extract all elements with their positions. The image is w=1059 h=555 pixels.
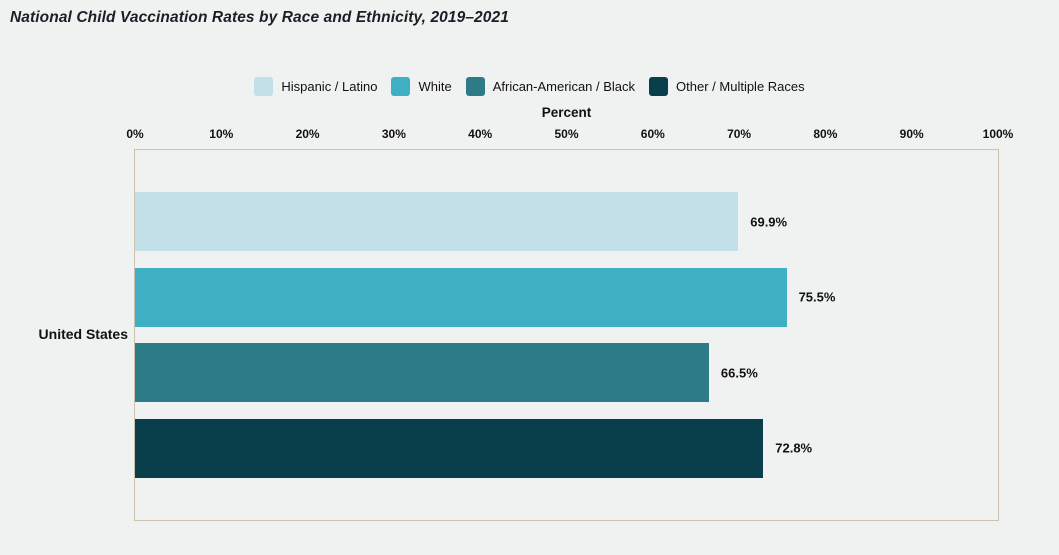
tick-label-90pct: 90% (899, 127, 924, 141)
x-axis-title: Percent (541, 105, 592, 120)
bar-hispanic-latino (135, 192, 739, 251)
tick-label-0pct: 0% (126, 127, 144, 141)
tick-label-100pct: 100% (982, 127, 1014, 141)
legend-swatch-african-american-black (465, 76, 485, 96)
bar-other-multiple-races (135, 418, 764, 478)
bar-value-other-multiple-races: 72.8% (775, 440, 813, 456)
bar-african-american-black (135, 343, 709, 403)
bar-row-other-multiple-races: 72.8% (135, 418, 998, 478)
chart-title: National Child Vaccination Rates by Race… (10, 9, 509, 26)
bar-row-white: 75.5% (135, 267, 998, 327)
tick-label-10pct: 10% (209, 127, 234, 141)
legend-label-white: White (418, 78, 452, 94)
tick-label-30pct: 30% (381, 127, 406, 141)
plot-area: 69.9% 75.5% 66.5% 72.8% (134, 149, 999, 521)
bar-value-white: 75.5% (798, 289, 836, 305)
x-axis-tick-labels: 0% 10% 20% 30% 40% 50% 60% 70% 80% 90% 100% (126, 127, 1013, 143)
bar-white (135, 267, 787, 327)
legend-label-other-multiple-races: Other / Multiple Races (676, 78, 805, 94)
bar-row-african-american-black: 66.5% (135, 343, 998, 403)
legend-item-african-american-black: African-American / Black (465, 76, 636, 96)
tick-label-20pct: 20% (295, 127, 320, 141)
legend: Hispanic / Latino White African-American /… (0, 76, 1059, 96)
bar-value-african-american-black: 66.5% (720, 365, 758, 381)
tick-label-80pct: 80% (813, 127, 838, 141)
bar-row-hispanic-latino: 69.9% (135, 192, 998, 251)
legend-item-other-multiple-races: Other / Multiple Races (649, 76, 805, 96)
legend-label-hispanic-latino: Hispanic / Latino (281, 78, 378, 94)
tick-label-40pct: 40% (468, 127, 493, 141)
legend-swatch-hispanic-latino (254, 76, 274, 96)
legend-label-african-american-black: African-American / Black (492, 78, 636, 94)
y-axis-category-label: United States (38, 326, 128, 342)
legend-swatch-other-multiple-races (649, 76, 669, 96)
tick-label-70pct: 70% (727, 127, 752, 141)
legend-item-white: White (391, 76, 452, 96)
legend-swatch-white (391, 76, 411, 96)
tick-label-60pct: 60% (640, 127, 665, 141)
legend-item-hispanic-latino: Hispanic / Latino (254, 76, 378, 96)
tick-label-50pct: 50% (554, 127, 579, 141)
bar-value-hispanic-latino: 69.9% (750, 214, 788, 229)
